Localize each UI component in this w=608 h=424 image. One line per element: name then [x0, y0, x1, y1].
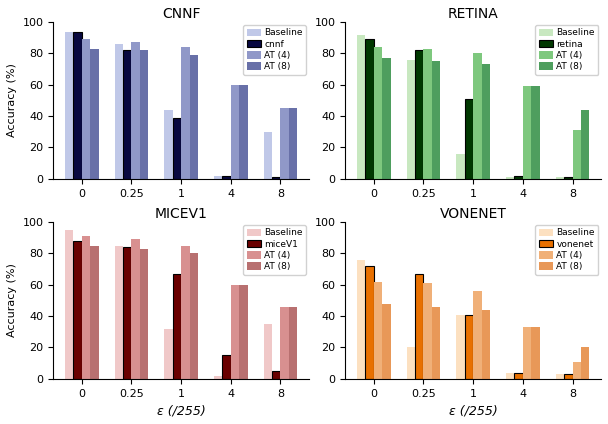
Bar	[190, 55, 198, 179]
Bar	[173, 274, 181, 379]
Bar	[81, 236, 90, 379]
Bar	[456, 154, 465, 179]
Bar	[272, 177, 280, 179]
Bar	[131, 239, 140, 379]
Bar	[424, 49, 432, 179]
X-axis label: ε (/255): ε (/255)	[157, 404, 206, 417]
Bar	[90, 49, 98, 179]
Legend: Baseline, cnnf, AT (4), AT (8): Baseline, cnnf, AT (4), AT (8)	[243, 25, 306, 75]
Legend: Baseline, miceV1, AT (4), AT (8): Baseline, miceV1, AT (4), AT (8)	[243, 225, 306, 275]
Bar	[581, 110, 589, 179]
Bar	[465, 99, 473, 179]
Bar	[365, 266, 374, 379]
Bar	[432, 307, 440, 379]
Bar	[357, 259, 365, 379]
Bar	[123, 50, 131, 179]
Legend: Baseline, vonenet, AT (4), AT (8): Baseline, vonenet, AT (4), AT (8)	[536, 225, 598, 275]
Bar	[181, 245, 190, 379]
Bar	[556, 374, 564, 379]
Bar	[131, 42, 140, 179]
Bar	[289, 307, 297, 379]
Bar	[514, 373, 523, 379]
Bar	[264, 324, 272, 379]
Bar	[214, 176, 223, 179]
Bar	[164, 110, 173, 179]
Bar	[214, 376, 223, 379]
Bar	[65, 230, 74, 379]
Title: RETINA: RETINA	[447, 7, 499, 21]
Bar	[181, 47, 190, 179]
Bar	[424, 283, 432, 379]
Bar	[239, 285, 247, 379]
Bar	[473, 291, 482, 379]
Bar	[482, 64, 490, 179]
Bar	[506, 177, 514, 179]
Bar	[223, 176, 231, 179]
Bar	[272, 371, 280, 379]
Bar	[231, 285, 239, 379]
Bar	[280, 108, 289, 179]
Bar	[382, 58, 391, 179]
Bar	[140, 50, 148, 179]
Y-axis label: Accuracy (%): Accuracy (%)	[7, 64, 17, 137]
Bar	[482, 310, 490, 379]
Bar	[456, 315, 465, 379]
Bar	[231, 85, 239, 179]
Bar	[74, 241, 81, 379]
Bar	[465, 315, 473, 379]
Bar	[415, 50, 424, 179]
Bar	[164, 329, 173, 379]
Title: CNNF: CNNF	[162, 7, 201, 21]
Bar	[473, 53, 482, 179]
Bar	[531, 327, 540, 379]
Bar	[374, 282, 382, 379]
Bar	[90, 245, 98, 379]
Bar	[523, 327, 531, 379]
Bar	[407, 347, 415, 379]
Bar	[514, 176, 523, 179]
Bar	[407, 60, 415, 179]
Bar	[264, 132, 272, 179]
Bar	[415, 274, 424, 379]
Bar	[65, 31, 74, 179]
Bar	[382, 304, 391, 379]
Bar	[114, 245, 123, 379]
Bar	[531, 86, 540, 179]
Bar	[581, 347, 589, 379]
Bar	[74, 31, 81, 179]
Bar	[81, 39, 90, 179]
Bar	[506, 373, 514, 379]
Bar	[114, 44, 123, 179]
Bar	[223, 355, 231, 379]
Y-axis label: Accuracy (%): Accuracy (%)	[7, 263, 17, 338]
Bar	[239, 85, 247, 179]
Bar	[556, 177, 564, 179]
Bar	[374, 47, 382, 179]
Bar	[190, 254, 198, 379]
Bar	[573, 130, 581, 179]
X-axis label: ε (/255): ε (/255)	[449, 404, 497, 417]
Bar	[173, 118, 181, 179]
Title: MICEV1: MICEV1	[154, 207, 207, 221]
Bar	[140, 249, 148, 379]
Bar	[289, 108, 297, 179]
Bar	[564, 374, 573, 379]
Bar	[357, 35, 365, 179]
Bar	[523, 86, 531, 179]
Title: VONENET: VONENET	[440, 207, 506, 221]
Legend: Baseline, retina, AT (4), AT (8): Baseline, retina, AT (4), AT (8)	[536, 25, 598, 75]
Bar	[573, 362, 581, 379]
Bar	[365, 39, 374, 179]
Bar	[564, 177, 573, 179]
Bar	[280, 307, 289, 379]
Bar	[123, 247, 131, 379]
Bar	[432, 61, 440, 179]
